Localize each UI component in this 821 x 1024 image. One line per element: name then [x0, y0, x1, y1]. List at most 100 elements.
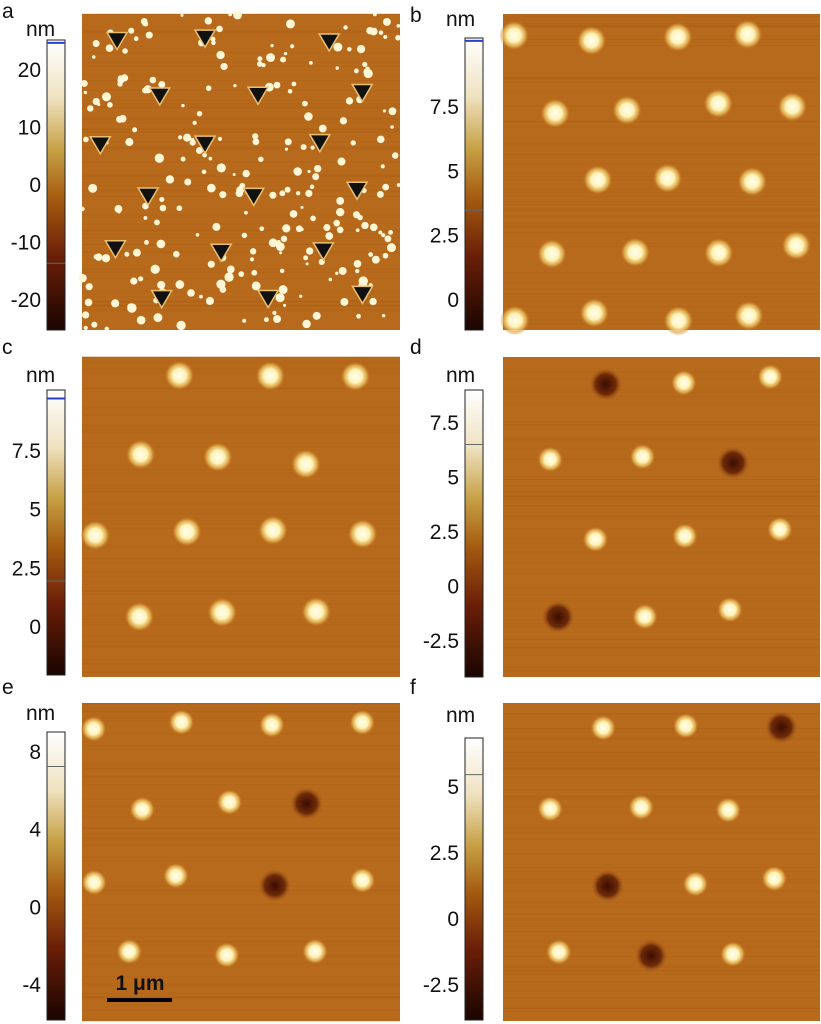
particle: [88, 183, 98, 193]
particle: [149, 76, 157, 84]
particle: [205, 85, 212, 91]
particle: [175, 280, 185, 289]
particle: [628, 794, 655, 821]
colorbar-tick-label: 10: [18, 117, 41, 140]
particle: [195, 147, 204, 155]
particle: [176, 320, 186, 331]
particle: [347, 518, 378, 549]
scale-bar-label: 1 μm: [115, 972, 164, 995]
particle: [761, 865, 788, 892]
particle: [333, 219, 341, 227]
particle: [226, 265, 235, 274]
particle: [350, 140, 356, 146]
particle: [242, 318, 247, 323]
particle: [84, 298, 93, 307]
colorbar: [464, 389, 484, 678]
particle: [208, 156, 213, 161]
colorbar: [46, 39, 66, 331]
particle: [278, 285, 288, 295]
particle: [202, 152, 207, 158]
particle: [300, 205, 304, 209]
particle: [337, 157, 346, 166]
particle: [309, 184, 315, 190]
particle: [310, 215, 316, 222]
particle: [307, 169, 311, 174]
pit: [588, 367, 623, 402]
particle: [204, 17, 213, 25]
unit-label: nm: [26, 18, 55, 41]
colorbar-tick-label: 5: [447, 160, 459, 183]
particle: [290, 44, 295, 49]
particle: [263, 317, 269, 323]
particle: [383, 34, 388, 40]
particle: [176, 205, 183, 212]
colorbar: [464, 37, 484, 331]
particle: [733, 300, 764, 331]
particle: [80, 715, 107, 742]
unit-label: nm: [26, 364, 55, 387]
particle: [306, 247, 314, 255]
particle: [355, 228, 360, 233]
colorbar: [46, 731, 66, 1021]
particle: [672, 712, 699, 739]
particle: [369, 27, 378, 36]
pit: [764, 710, 799, 745]
particle: [219, 286, 227, 293]
particle: [361, 221, 369, 230]
afm-image: [499, 14, 820, 336]
particle: [239, 182, 246, 189]
particle: [777, 91, 808, 122]
panel-label: d: [410, 336, 422, 359]
particle: [382, 109, 387, 113]
particle: [104, 326, 109, 332]
particle: [716, 596, 743, 623]
particle: [171, 516, 202, 547]
particle: [279, 268, 285, 274]
particle: [257, 56, 263, 62]
particle: [305, 262, 309, 266]
particle: [372, 12, 377, 17]
particle: [499, 20, 530, 51]
particle: [299, 294, 303, 298]
particle: [293, 167, 302, 176]
particle: [284, 138, 292, 146]
particle: [195, 233, 200, 237]
particle: [124, 601, 155, 632]
colorbar-tick-label: 7.5: [430, 96, 459, 119]
particle: [132, 127, 138, 133]
colorbar-tick-label: 20: [18, 59, 41, 82]
particle: [91, 321, 98, 328]
pit: [88, 135, 112, 156]
particle: [207, 597, 238, 628]
particle: [136, 315, 146, 325]
pit: [148, 87, 172, 107]
pit: [257, 868, 292, 903]
colorbar-tick-label: -20: [11, 289, 41, 312]
particle: [207, 183, 216, 193]
particle: [251, 281, 261, 291]
particle: [283, 51, 288, 56]
particle: [335, 66, 339, 70]
pit: [104, 239, 127, 260]
colorbar: [46, 389, 66, 676]
panel-label: a: [2, 0, 14, 23]
colorbar-tick-label: -10: [11, 232, 41, 255]
particle: [652, 163, 683, 194]
particle: [356, 313, 361, 319]
particle: [212, 222, 221, 231]
particle: [249, 257, 255, 262]
particle: [378, 230, 383, 235]
pit: [256, 289, 280, 309]
particle: [703, 237, 734, 268]
particle: [93, 254, 99, 260]
particle: [377, 135, 385, 144]
particle: [228, 12, 233, 17]
particle: [303, 255, 309, 261]
particle: [272, 310, 277, 315]
particle: [187, 289, 195, 297]
particle: [349, 867, 376, 894]
particle: [83, 136, 89, 143]
particle: [312, 173, 320, 181]
pit: [345, 181, 369, 201]
particle: [362, 61, 368, 68]
